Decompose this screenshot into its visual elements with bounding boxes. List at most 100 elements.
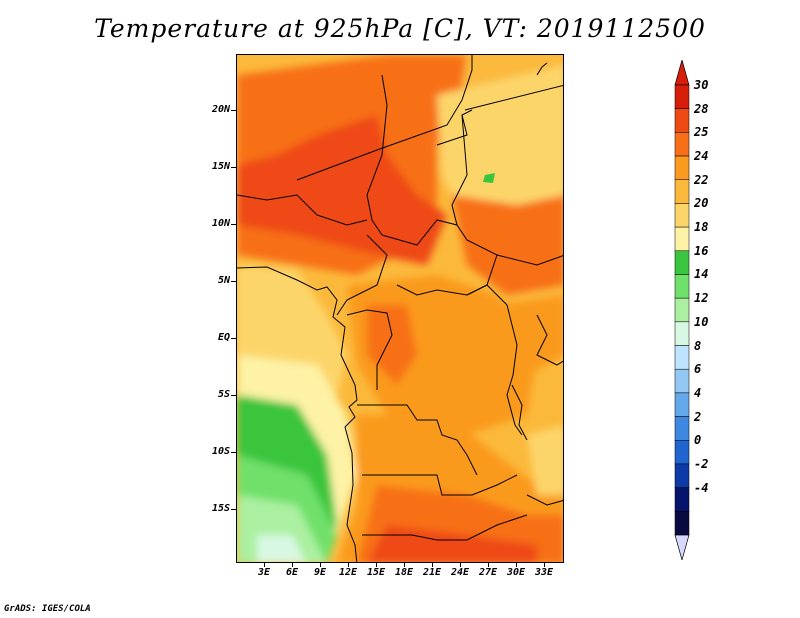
colorbar-band (674, 463, 690, 488)
lon-label: 15E (366, 567, 386, 578)
colorbar-band (674, 179, 690, 204)
lat-tick (231, 167, 236, 168)
lat-tick (231, 452, 236, 453)
border-egypt (464, 84, 563, 111)
colorbar-band (674, 392, 690, 417)
colorbar-band (674, 487, 690, 512)
colorbar-label: 2 (694, 409, 702, 424)
colorbar-under-triangle (674, 534, 690, 560)
border-south-sudan (496, 254, 563, 266)
chart-title: Temperature at 925hPa [C], VT: 201911250… (94, 14, 706, 43)
map-field (237, 55, 563, 562)
field-basin-hot (367, 305, 417, 385)
colorbar-band (674, 226, 690, 252)
colorbar-label: 16 (694, 243, 709, 258)
border-drc-east (506, 304, 523, 436)
lon-tick (320, 563, 321, 567)
colorbar-label: 10 (694, 314, 709, 329)
colorbar-band (674, 132, 690, 157)
coastline-west (237, 266, 358, 562)
field-cyan (257, 535, 306, 562)
lat-label: 5N (217, 275, 230, 286)
lat-tick (231, 338, 236, 339)
field-sahel-red (237, 115, 447, 265)
colorbar-band (674, 440, 690, 465)
border-niger-nigeria (237, 194, 368, 226)
lat-tick (231, 395, 236, 396)
border-cameroon (336, 234, 388, 316)
lat-label: 5S (217, 389, 230, 400)
colorbar-band (674, 297, 690, 323)
lon-tick (404, 563, 405, 567)
field-east (497, 295, 563, 375)
borders (237, 55, 563, 562)
lat-tick (231, 509, 236, 510)
lat-label: 10S (211, 446, 230, 457)
lon-label: 6E (285, 567, 299, 578)
border-moz (526, 494, 563, 506)
lon-tick (516, 563, 517, 567)
lat-tick (231, 110, 236, 111)
colorbar-band (674, 108, 690, 133)
lon-label: 12E (338, 567, 358, 578)
colorbar-label: 24 (694, 149, 709, 164)
lon-tick (432, 563, 433, 567)
lake-victoria (536, 314, 563, 366)
lon-tick (544, 563, 545, 567)
colorbar-band (674, 511, 690, 536)
lon-label: 27E (478, 567, 498, 578)
border-drc-north (396, 284, 508, 306)
lon-label: 3E (257, 567, 271, 578)
border-sudan-west (451, 114, 468, 226)
lat-label: 10N (211, 218, 230, 229)
field-east-yellow (527, 425, 563, 495)
lon-label: 33E (534, 567, 554, 578)
lat-tick (231, 224, 236, 225)
colorbar-band (674, 368, 690, 394)
colorbar-band (674, 84, 690, 109)
colorbar-label: -2 (694, 456, 709, 471)
colorbar-label: 6 (694, 362, 702, 377)
lon-tick (460, 563, 461, 567)
field-sudan-yellow (437, 65, 563, 235)
border-niger-chad (366, 74, 388, 236)
colorbar (674, 60, 690, 560)
lat-label: 15S (211, 503, 230, 514)
border-car (381, 219, 498, 296)
colorbar-band (674, 203, 690, 228)
colorbar-band (674, 345, 690, 370)
colorbar-label: 28 (694, 101, 709, 116)
border-chad-sudan (436, 109, 473, 146)
temperature-map (236, 54, 564, 563)
colorbar-label: 14 (694, 267, 709, 282)
lon-label: 18E (394, 567, 414, 578)
colorbar-label: 25 (694, 125, 709, 140)
colorbar-over-triangle (674, 60, 690, 86)
colorbar-band (674, 155, 690, 180)
colorbar-label: 0 (694, 433, 702, 448)
lake-tanganyika (511, 384, 528, 441)
border-libya-niger (296, 55, 473, 181)
lon-tick (264, 563, 265, 567)
lon-tick (488, 563, 489, 567)
lon-tick (376, 563, 377, 567)
colorbar-label: 12 (694, 291, 709, 306)
colorbar-band (674, 321, 690, 346)
footer-credit: GrADS: IGES/COLA (4, 604, 91, 614)
lon-tick (292, 563, 293, 567)
border-congo (346, 309, 393, 390)
field-south-red (368, 525, 537, 562)
colorbar-label: 20 (694, 196, 709, 211)
colorbar-label: 4 (694, 385, 702, 400)
colorbar-label: 22 (694, 172, 709, 187)
border-angola-south (362, 474, 518, 496)
lon-label: 21E (422, 567, 442, 578)
lat-tick (231, 281, 236, 282)
lat-label: EQ (217, 332, 230, 343)
field-sudan-orange (452, 195, 563, 295)
nile-coast (536, 62, 548, 76)
colorbar-label: 30 (694, 78, 709, 92)
colorbar-band (674, 274, 690, 299)
colorbar-band (674, 250, 690, 275)
lon-tick (348, 563, 349, 567)
